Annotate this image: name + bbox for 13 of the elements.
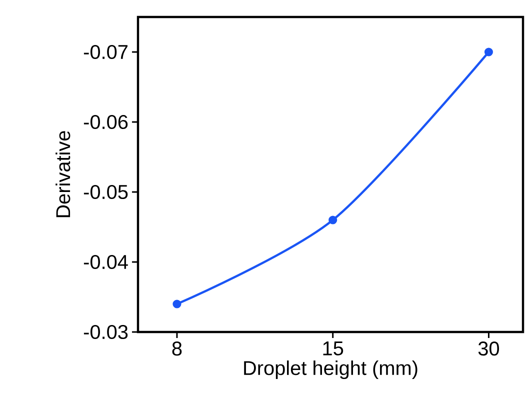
x-tick-label: 30 [478,342,500,356]
point [328,216,338,224]
x-tick-label: 8 [172,342,182,356]
point [484,48,493,56]
y-tick-label: -0.07 [84,44,128,60]
point [172,300,182,308]
y-tick-label: -0.04 [84,254,128,270]
y-tick-label: -0.03 [84,324,128,340]
y-tick-label: -0.05 [84,184,128,200]
x-axis-title: Droplet height (mm) [244,360,418,380]
y-axis-title: Derivative [56,131,70,218]
x-tick-label: 15 [323,342,344,356]
y-tick-label: -0.06 [84,114,128,130]
